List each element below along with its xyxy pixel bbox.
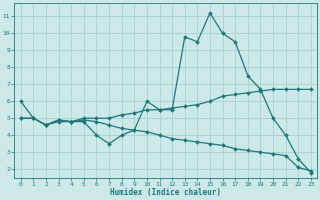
X-axis label: Humidex (Indice chaleur): Humidex (Indice chaleur)	[110, 188, 221, 197]
